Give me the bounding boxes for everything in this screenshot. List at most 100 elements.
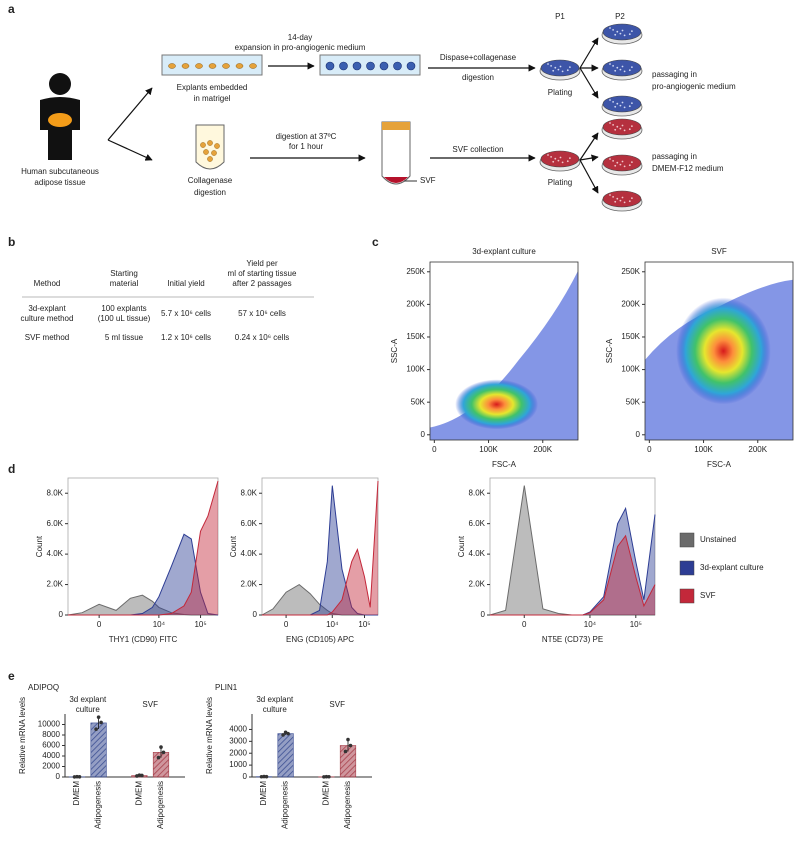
x-axis-label: FSC-A	[492, 460, 517, 469]
cell	[561, 161, 564, 164]
y-tick-label: 2.0K	[47, 580, 64, 589]
histogram-fill	[262, 481, 378, 615]
svf-pellet	[384, 177, 408, 183]
cell	[631, 66, 633, 68]
cell	[628, 69, 631, 72]
chart-title: SVF	[711, 247, 727, 256]
x-tick-label: Adipogenesis	[94, 781, 103, 829]
cell	[619, 68, 622, 71]
cell	[609, 27, 611, 29]
tube	[381, 121, 411, 185]
explant	[222, 63, 230, 69]
cell	[552, 160, 555, 163]
diagram-text: Plating	[548, 178, 572, 187]
tissue-piece	[214, 143, 220, 149]
chart-title: ADIPOQ	[28, 683, 59, 692]
y-tick-label: 50K	[411, 397, 426, 406]
table-header: Yield per	[246, 259, 278, 268]
diagram-text: Explants embedded	[177, 83, 248, 92]
cell	[621, 196, 624, 199]
panel-label: a	[8, 2, 15, 16]
histogram-line	[68, 480, 219, 616]
diagram-label: SVF	[420, 176, 436, 185]
x-tick-label: 10⁴	[326, 620, 339, 629]
histogram-fill	[490, 508, 655, 615]
human-body	[40, 97, 80, 160]
cell	[550, 156, 552, 158]
diagram-text: DMEM-F12 medium	[652, 164, 724, 173]
histogram-line	[489, 485, 655, 616]
cell	[614, 33, 617, 36]
group-label: culture	[76, 705, 101, 714]
explant	[339, 61, 348, 71]
table-cell: 57 x 10⁶ cells	[238, 309, 286, 318]
group-label: SVF	[142, 700, 158, 709]
petri-dish	[602, 59, 642, 77]
cell	[612, 196, 614, 198]
explant	[195, 63, 203, 69]
plot-frame	[429, 261, 579, 441]
y-axis-label: Count	[35, 535, 44, 557]
y-tick-label: 0	[481, 610, 486, 619]
explant	[235, 63, 244, 69]
diagram-text: Dispase+collagenase	[440, 53, 517, 62]
x-tick-label: 100K	[479, 445, 498, 454]
table-header: after 2 passages	[232, 279, 291, 288]
y-tick-label: 6.0K	[47, 519, 64, 528]
cell	[609, 158, 611, 160]
x-axis-label: ENG (CD105) APC	[286, 635, 354, 644]
table-header: Initial yield	[167, 279, 204, 288]
panel-label: b	[8, 235, 15, 249]
y-tick-label: 4.0K	[47, 549, 64, 558]
explant	[366, 61, 375, 71]
cell	[612, 124, 614, 126]
x-tick-label: DMEM	[135, 781, 144, 806]
petri-dish	[540, 59, 580, 77]
diagram-text: Plating	[548, 88, 572, 97]
cell	[612, 160, 614, 162]
panel-label: c	[372, 235, 379, 249]
diagram-text: for 1 hour	[289, 142, 324, 151]
petri-dish	[602, 118, 642, 136]
x-axis-label: THY1 (CD90) FITC	[109, 635, 178, 644]
cell	[631, 125, 633, 127]
replicate-point	[281, 733, 285, 737]
diagram-text: 14-day	[288, 33, 312, 42]
cell	[628, 128, 631, 131]
tube	[195, 124, 225, 170]
cell	[619, 127, 622, 130]
replicate-point	[77, 774, 82, 779]
y-tick-label: 200K	[621, 299, 640, 308]
arrow	[579, 37, 599, 69]
cell	[566, 160, 569, 163]
y-axis-label: Count	[457, 535, 466, 557]
table-cell: 5 ml tissue	[105, 333, 144, 342]
cell	[616, 197, 619, 200]
histogram-fill	[68, 534, 218, 615]
replicate-point	[159, 745, 163, 749]
cell	[623, 70, 626, 73]
x-tick-label: 10⁴	[153, 620, 166, 629]
y-tick-label: 50K	[626, 397, 641, 406]
y-tick-label: 8.0K	[241, 488, 258, 497]
arrow	[579, 154, 599, 162]
y-tick-label: 0	[253, 610, 258, 619]
cell	[619, 32, 622, 35]
fat-layer	[382, 122, 410, 130]
y-tick-label: 150K	[406, 332, 425, 341]
cell	[554, 157, 557, 160]
y-tick-label: 2000	[229, 748, 247, 757]
diagram-text: digestion at 37ºC	[276, 132, 337, 141]
x-tick-label: 0	[284, 620, 289, 629]
cell	[616, 161, 619, 164]
cell	[609, 63, 611, 65]
y-tick-label: 0	[421, 430, 426, 439]
y-tick-label: 200K	[406, 299, 425, 308]
y-tick-label: 0	[56, 772, 61, 781]
table-cell: SVF method	[25, 333, 69, 342]
explant	[352, 61, 362, 71]
cell	[623, 129, 626, 132]
cell	[621, 160, 624, 163]
y-axis-label: Count	[229, 535, 238, 557]
cell	[561, 70, 564, 73]
